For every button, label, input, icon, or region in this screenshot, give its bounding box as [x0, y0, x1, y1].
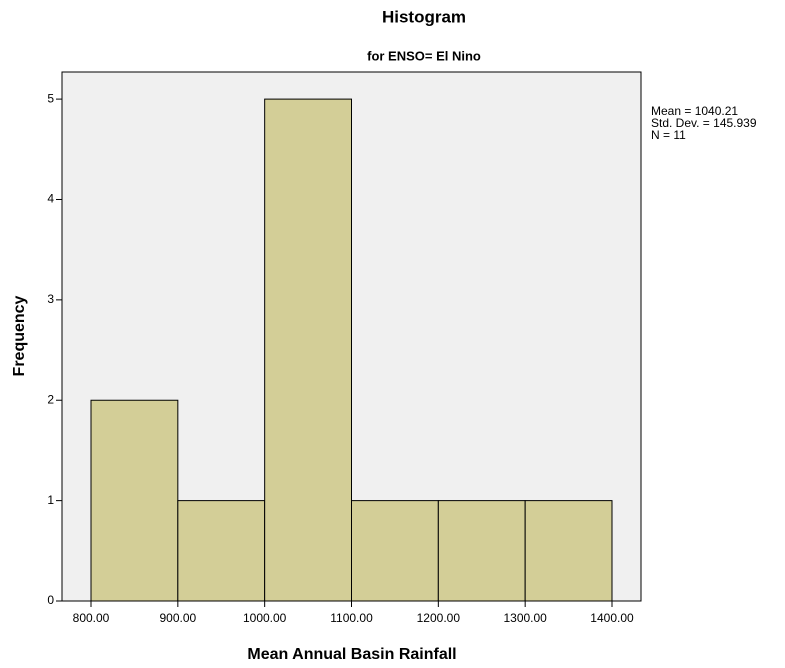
- stats-text: Mean = 1040.21: [651, 104, 738, 118]
- y-tick-label: 1: [47, 493, 54, 507]
- y-tick-label: 0: [47, 593, 54, 607]
- x-tick-label: 900.00: [159, 611, 196, 625]
- y-tick-label: 2: [47, 392, 54, 406]
- x-tick-label: 1300.00: [503, 611, 547, 625]
- chart-title: Histogram: [382, 7, 466, 26]
- x-tick-label: 1400.00: [590, 611, 634, 625]
- x-tick-label: 800.00: [73, 611, 110, 625]
- y-tick-label: 3: [47, 292, 54, 306]
- y-axis-label: Frequency: [11, 295, 28, 376]
- bar: [437, 500, 526, 602]
- bar: [264, 98, 352, 602]
- chart-subtitle: for ENSO= El Nino: [367, 48, 481, 63]
- bar: [177, 500, 266, 602]
- bar: [524, 500, 613, 602]
- stats-text: Std. Dev. = 145.939: [651, 116, 757, 130]
- x-tick-label: 1100.00: [330, 611, 373, 625]
- y-tick-label: 4: [47, 192, 54, 206]
- x-axis-label: Mean Annual Basin Rainfall: [247, 646, 456, 663]
- bar: [90, 399, 179, 602]
- bar: [351, 500, 439, 602]
- stats-text: N = 11: [651, 128, 686, 142]
- y-tick-label: 5: [47, 91, 54, 105]
- x-tick-label: 1200.00: [417, 611, 461, 625]
- x-tick-label: 1000.00: [243, 611, 287, 625]
